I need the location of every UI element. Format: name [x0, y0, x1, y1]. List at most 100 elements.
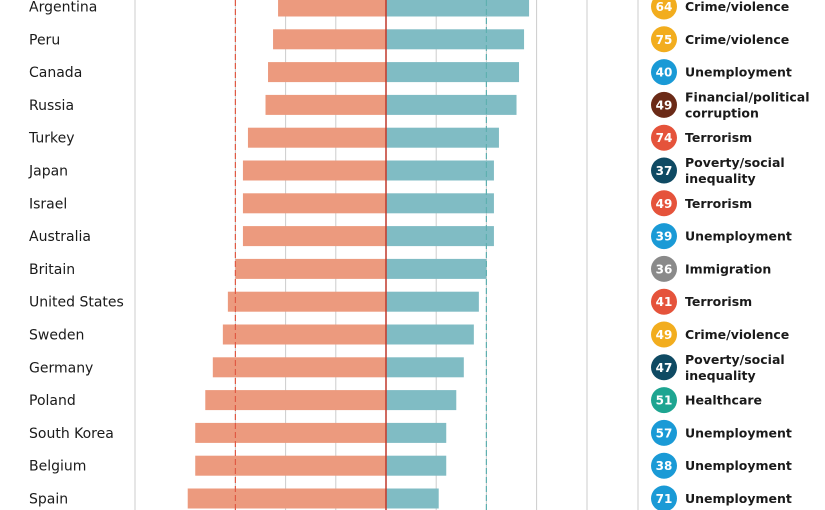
country-label: Turkey [28, 131, 75, 147]
top-issue-column: 64 Crime/violence 75 Crime/violence 40 Unempl… [651, 0, 810, 510]
issue-badge-value: 71 [656, 492, 673, 506]
issue-badge-value: 38 [656, 459, 673, 473]
issue-badge-value: 74 [656, 131, 673, 145]
issue-label: Poverty/social [685, 155, 785, 170]
issue-label: Unemployment [685, 65, 792, 80]
issue-badge-value: 36 [656, 262, 673, 276]
issue-label: Poverty/social [685, 352, 785, 367]
issue-badge-value: 75 [656, 33, 673, 47]
country-label: Peru [29, 32, 60, 48]
bar-right [386, 94, 517, 115]
country-label: Russia [29, 98, 74, 114]
issue-label: Crime/violence [685, 0, 789, 14]
country-label: Australia [29, 229, 91, 245]
country-label: South Korea [29, 426, 114, 442]
issue-label: Unemployment [685, 491, 792, 506]
issue-badge-value: 40 [656, 66, 673, 80]
bar-left [242, 160, 386, 181]
bar-right [386, 390, 457, 411]
issue-label: inequality [685, 368, 756, 383]
issue-badge [651, 321, 677, 348]
bar-right [386, 0, 530, 17]
issue-badge-value: 49 [656, 197, 673, 211]
issue-label: inequality [685, 171, 756, 186]
bar-right [386, 357, 464, 378]
country-labels: Argentina Peru Canada Russia Turkey Japan Isra… [28, 0, 124, 508]
country-label: Britain [29, 262, 75, 278]
issue-label: Terrorism [685, 130, 752, 145]
country-label: Sweden [29, 328, 84, 344]
bar-right [386, 226, 494, 247]
issue-label: Unemployment [685, 425, 792, 440]
issue-badge [651, 288, 677, 315]
country-label: Poland [29, 393, 76, 409]
bar-right [386, 62, 520, 83]
issue-badge [651, 59, 677, 86]
issue-label: Unemployment [685, 229, 792, 244]
bar-right [386, 127, 499, 148]
bar-right [386, 29, 525, 50]
issue-label: Terrorism [685, 196, 752, 211]
country-label: Israel [29, 196, 67, 212]
issue-badge-value: 57 [656, 426, 673, 440]
issue-badge-value: 47 [656, 361, 673, 375]
issue-label: Financial/political [685, 89, 810, 104]
issue-label: Unemployment [685, 458, 792, 473]
issue-badge [651, 0, 677, 20]
issue-label: corruption [685, 105, 759, 120]
bar-left [212, 357, 386, 378]
issue-label: Terrorism [685, 294, 752, 309]
bar-left [247, 127, 386, 148]
bars [187, 0, 530, 509]
country-label: Japan [28, 164, 68, 180]
issue-badge [651, 223, 677, 250]
bar-right [386, 488, 439, 509]
issue-badge [651, 419, 677, 446]
bar-right [386, 422, 447, 443]
bar-left [242, 193, 386, 214]
bar-right [386, 160, 494, 181]
bar-left [227, 291, 386, 312]
country-label: Spain [29, 492, 68, 508]
issue-badge [651, 354, 677, 381]
issue-badge-value: 37 [656, 164, 673, 178]
bar-left [222, 324, 386, 345]
issue-label: Crime/violence [685, 32, 789, 47]
bar-right [386, 455, 447, 476]
bar-left [268, 62, 386, 83]
bar-left [205, 390, 386, 411]
bar-left [235, 258, 386, 279]
country-label: Canada [29, 65, 82, 81]
country-label: Belgium [29, 459, 86, 475]
bar-left [265, 94, 386, 115]
bar-right [386, 291, 479, 312]
issue-badge-value: 49 [656, 328, 673, 342]
country-label: Germany [29, 360, 93, 376]
bar-right [386, 258, 487, 279]
issue-badge [651, 190, 677, 217]
issue-badge-value: 41 [656, 295, 673, 309]
country-label: Argentina [29, 0, 97, 16]
issue-badge [651, 452, 677, 479]
issue-badge [651, 91, 677, 118]
issue-badge [651, 124, 677, 151]
issue-label: Healthcare [685, 393, 762, 408]
bar-left [195, 455, 386, 476]
bar-right [386, 324, 474, 345]
bar-left [273, 29, 386, 50]
issue-badge-value: 39 [656, 230, 673, 244]
bar-left [187, 488, 386, 509]
issue-badge [651, 485, 677, 510]
issue-badge-value: 51 [656, 394, 673, 408]
issue-badge-value: 49 [656, 98, 673, 112]
bar-left [278, 0, 386, 17]
issue-badge [651, 387, 677, 414]
issue-label: Crime/violence [685, 327, 789, 342]
bar-left [195, 422, 386, 443]
reference-lines [234, 0, 487, 510]
bar-left [242, 226, 386, 247]
issue-badge [651, 26, 677, 53]
country-label: United States [29, 295, 124, 311]
bar-right [386, 193, 494, 214]
